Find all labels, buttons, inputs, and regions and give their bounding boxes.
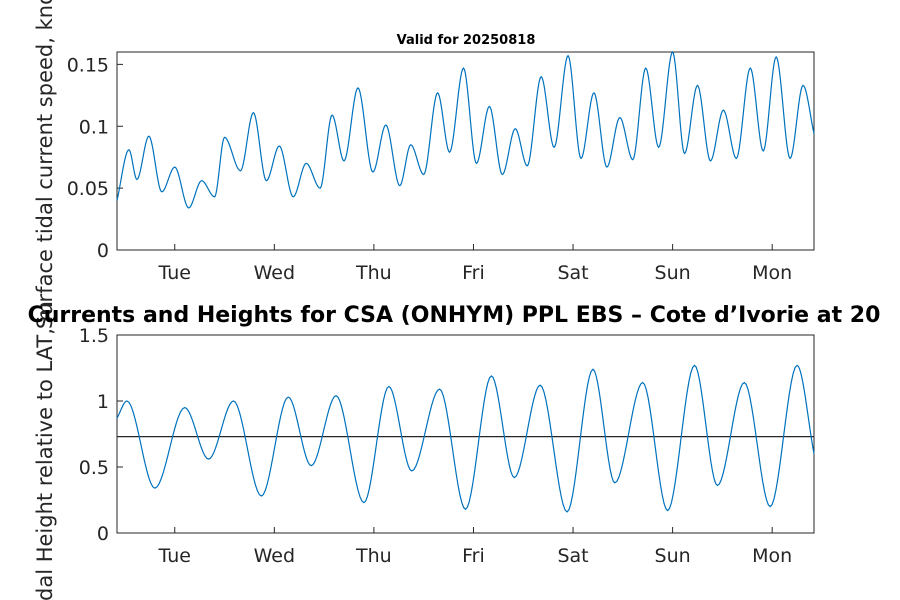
current-speed-chart: Valid for 20250818 0 0.05 0.1 0.15 Tue Wed Th… [33, 0, 815, 329]
current-speed-x-tick-label: Fri [462, 262, 485, 284]
current-speed-x-ticks: Tue Wed Thu Fri Sat Sun Mon [158, 244, 792, 284]
current-speed-x-tick-label: Sat [557, 262, 588, 284]
tidal-height-x-tick-label: Wed [254, 545, 295, 567]
tidal-height-y-tick-label: 0 [97, 523, 109, 545]
current-speed-y-tick-label: 0.1 [79, 116, 109, 138]
current-speed-x-tick-label: Thu [355, 262, 392, 284]
tidal-height-x-tick-label: Tue [158, 545, 191, 567]
tidal-height-x-ticks: Tue Wed Thu Fri Sat Sun Mon [158, 527, 792, 567]
current-speed-x-tick-label: Sun [655, 262, 691, 284]
tidal-height-y-tick-label: 1.5 [79, 325, 109, 347]
tidal-height-x-tick-label: Thu [355, 545, 392, 567]
current-speed-y-axis-label: Surface tidal current speed, knots [33, 0, 57, 329]
current-speed-x-tick-label: Mon [752, 262, 792, 284]
current-speed-y-tick-label: 0.15 [67, 54, 109, 76]
tidal-height-plot-area [116, 334, 815, 534]
tidal-height-y-tick-label: 1 [97, 391, 109, 413]
current-speed-series-line [116, 50, 815, 209]
current-speed-y-tick-label: 0.05 [67, 178, 109, 200]
current-speed-y-tick-label: 0 [97, 240, 109, 262]
tidal-height-x-tick-label: Sun [655, 545, 691, 567]
tidal-height-series-line [116, 364, 815, 513]
tidal-height-chart: 0 0.5 1 1.5 Tue Wed Thu Fri Sat Sun Mon Tidal Hei… [28, 301, 881, 600]
current-speed-y-ticks: 0 0.05 0.1 0.15 [67, 54, 123, 262]
current-speed-x-tick-label: Wed [254, 262, 295, 284]
tidal-height-y-axis-label: Tidal Height relative to LAT, m [33, 301, 57, 600]
tidal-height-y-ticks: 0 0.5 1 1.5 [79, 325, 123, 545]
current-speed-chart-title: Valid for 20250818 [397, 33, 536, 48]
tidal-height-y-tick-label: 0.5 [79, 457, 109, 479]
tidal-height-x-tick-label: Fri [462, 545, 485, 567]
tidal-height-x-tick-label: Sat [557, 545, 588, 567]
current-speed-x-tick-label: Tue [158, 262, 191, 284]
main-chart-title: Currents and Heights for CSA (ONHYM) PPL… [28, 303, 881, 328]
tidal-height-x-tick-label: Mon [752, 545, 792, 567]
